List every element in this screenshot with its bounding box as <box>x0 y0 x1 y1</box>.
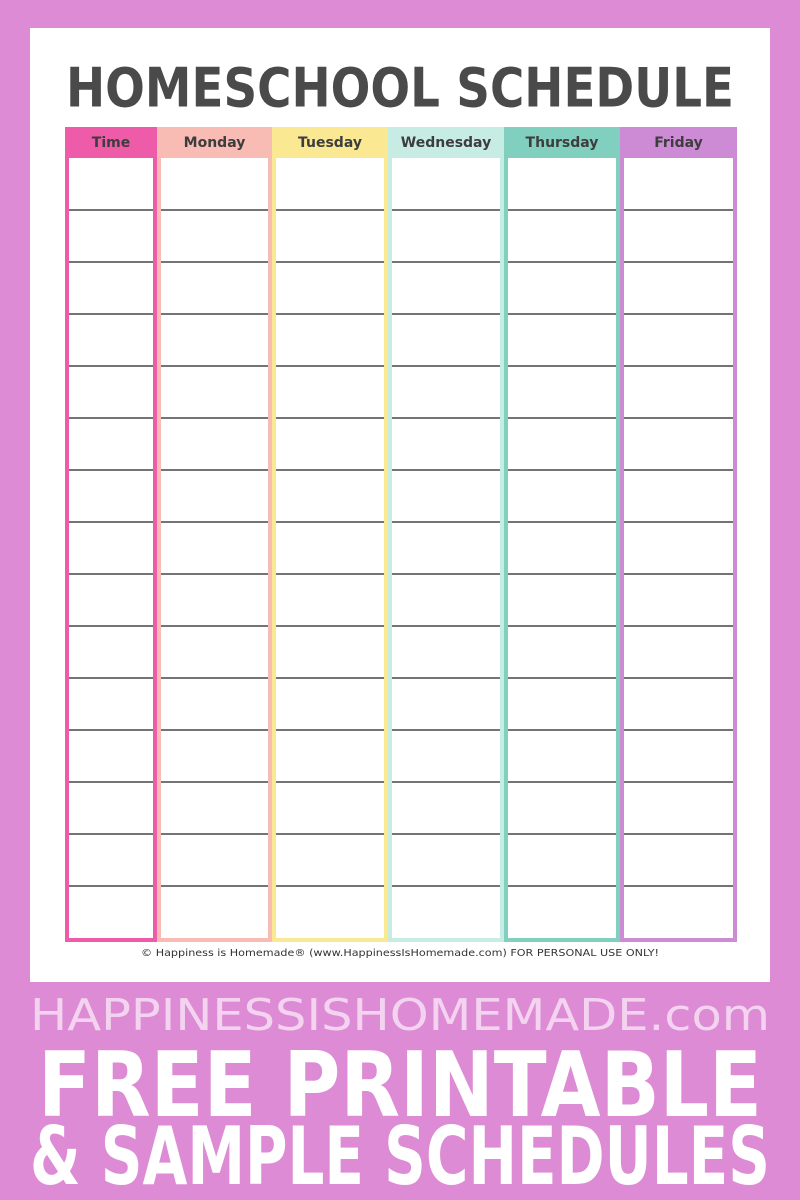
banner-line: & SAMPLE SCHEDULES <box>30 1110 770 1200</box>
column-body <box>392 158 500 938</box>
column-body <box>624 158 733 938</box>
column-header: Time <box>92 135 130 151</box>
copyright-note: © Happiness is Homemade® (www.HappinessI… <box>141 948 659 959</box>
column-header: Tuesday <box>298 135 362 151</box>
column-body <box>69 158 153 938</box>
schedule-title: HOMESCHOOL SCHEDULE <box>66 57 734 120</box>
column-header: Thursday <box>526 135 599 151</box>
schedule-table: Time Monday Tuesday Wednesday Thursday Friday <box>65 127 737 942</box>
column-body <box>508 158 616 938</box>
column-header: Wednesday <box>401 135 491 151</box>
site-name: HAPPINESSISHOMEMADE.com <box>30 990 770 1041</box>
column-body <box>276 158 384 938</box>
column-header: Friday <box>654 135 703 151</box>
column-header: Monday <box>184 135 246 151</box>
column-body <box>161 158 268 938</box>
banner-line: FREE PRINTABLE <box>38 1033 762 1138</box>
